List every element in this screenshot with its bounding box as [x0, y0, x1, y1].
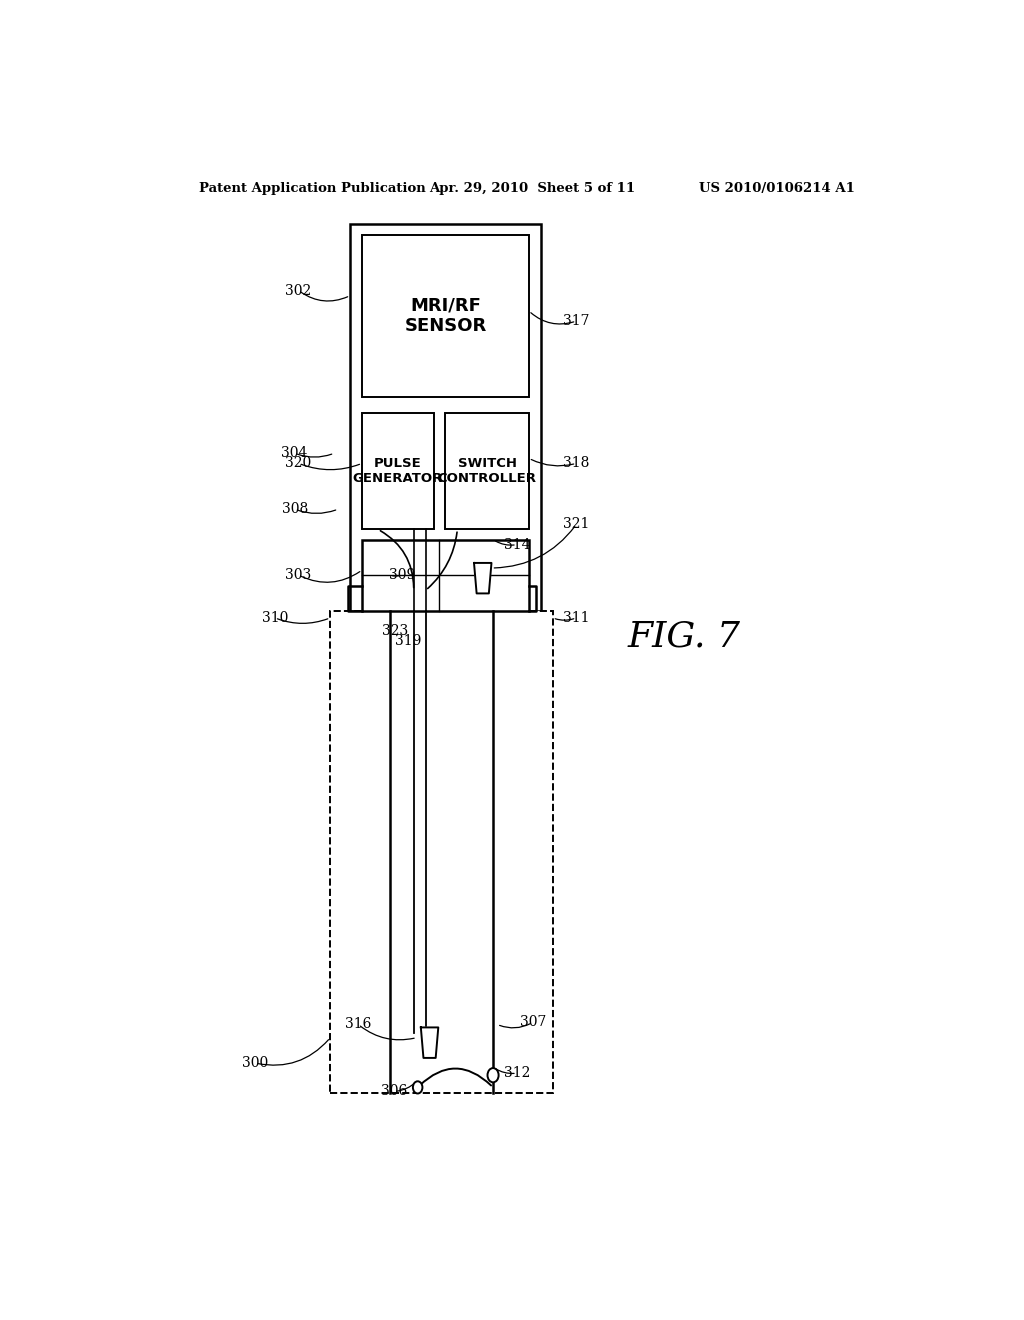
- Polygon shape: [474, 562, 492, 594]
- Text: 310: 310: [261, 611, 288, 624]
- Text: SWITCH
CONTROLLER: SWITCH CONTROLLER: [437, 457, 537, 484]
- Text: PULSE
GENERATOR: PULSE GENERATOR: [352, 457, 443, 484]
- Circle shape: [413, 1081, 423, 1093]
- Text: 303: 303: [286, 568, 311, 582]
- Text: US 2010/0106214 A1: US 2010/0106214 A1: [699, 182, 855, 195]
- Text: Patent Application Publication: Patent Application Publication: [200, 182, 426, 195]
- Text: 308: 308: [282, 502, 308, 516]
- Text: 321: 321: [563, 517, 590, 532]
- Text: 317: 317: [563, 314, 590, 329]
- Text: 300: 300: [242, 1056, 268, 1071]
- Text: 302: 302: [286, 284, 311, 297]
- Text: Apr. 29, 2010  Sheet 5 of 11: Apr. 29, 2010 Sheet 5 of 11: [430, 182, 636, 195]
- Text: 312: 312: [504, 1067, 530, 1080]
- Text: MRI/RF
SENSOR: MRI/RF SENSOR: [404, 297, 486, 335]
- Text: 316: 316: [345, 1018, 372, 1031]
- Bar: [362, 413, 433, 529]
- Text: 323: 323: [382, 624, 409, 638]
- Bar: [362, 235, 528, 397]
- Text: 311: 311: [563, 611, 590, 624]
- Text: 307: 307: [519, 1015, 546, 1030]
- Text: 309: 309: [389, 568, 415, 582]
- Text: FIG. 7: FIG. 7: [628, 619, 741, 653]
- Polygon shape: [421, 1027, 438, 1057]
- Text: 306: 306: [381, 1085, 407, 1098]
- Bar: [445, 413, 528, 529]
- Bar: [362, 540, 528, 611]
- Text: 320: 320: [286, 457, 311, 470]
- Text: 304: 304: [282, 446, 308, 461]
- Bar: [331, 611, 553, 1093]
- Circle shape: [487, 1068, 499, 1082]
- Text: 314: 314: [504, 537, 530, 552]
- Text: 319: 319: [395, 634, 421, 648]
- Text: 318: 318: [563, 457, 590, 470]
- Bar: [350, 224, 541, 611]
